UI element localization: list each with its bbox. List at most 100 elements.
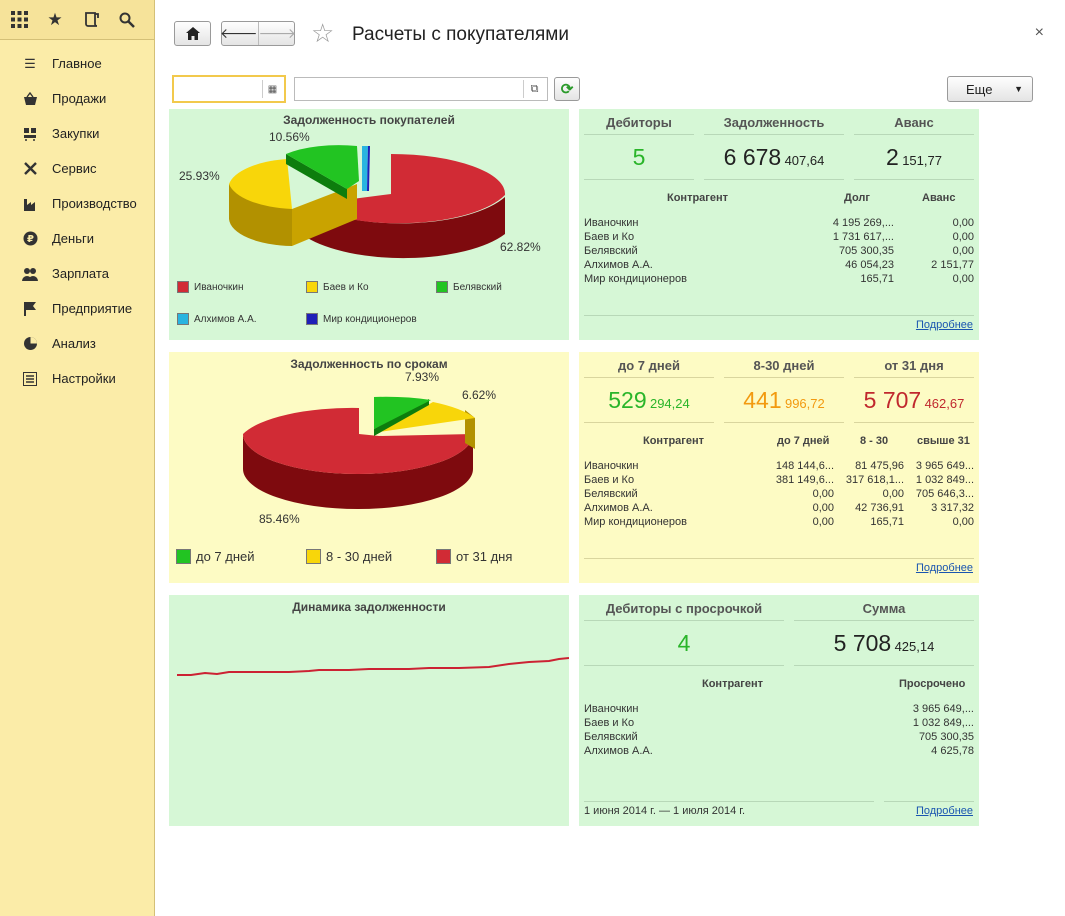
sidebar-item-service[interactable]: Сервис (0, 151, 154, 186)
divider (584, 665, 784, 666)
pie-slice-7 (374, 396, 431, 429)
table-row[interactable]: Алхимов А.А. 0,00 42 736,91 3 317,32 (584, 501, 974, 515)
row-t1: 0,00 (812, 488, 834, 500)
close-icon[interactable]: × (1034, 24, 1044, 41)
debtors-panel: Дебиторы Задолженность Аванс 5 6 678 407… (579, 109, 979, 340)
row-t2: 0,00 (882, 488, 904, 500)
row-name: Иваночкин (584, 460, 639, 472)
period-input[interactable]: ⧉ (294, 77, 548, 101)
advance-total: 2 151,77 (854, 144, 974, 171)
table-row[interactable]: Баев и Ко 1 731 617,... 0,00 (584, 230, 974, 244)
table-row[interactable]: Алхимов А.А. 46 054,23 2 151,77 (584, 258, 974, 272)
pie-slice-mir (367, 146, 370, 191)
table-row[interactable]: Иваночкин 3 965 649,... (584, 702, 974, 716)
svg-text:₽: ₽ (27, 234, 34, 245)
table-row[interactable]: Иваночкин 148 144,6... 81 475,96 3 965 649.… (584, 459, 974, 473)
legend-item: Мир кондиционеров (306, 313, 417, 325)
row-advance: 2 151,77 (931, 259, 974, 271)
sidebar-item-sales[interactable]: Продажи (0, 81, 154, 116)
search-icon[interactable] (116, 9, 138, 31)
pie-slice-8-30-side (465, 410, 475, 449)
sidebar-item-analysis[interactable]: Анализ (0, 326, 154, 361)
overdue-count-value: 4 (677, 630, 691, 656)
overdue-count: 4 (584, 630, 784, 657)
header: 🡐 🡒 ☆ Расчеты с покупателями × (155, 0, 1060, 70)
sidebar-item-salary[interactable]: Зарплата (0, 256, 154, 291)
terms-header-2: 8-30 дней (724, 358, 844, 378)
table-row[interactable]: Иваночкин 4 195 269,... 0,00 (584, 216, 974, 230)
sidebar-item-purchases[interactable]: Закупки (0, 116, 154, 151)
table-row[interactable]: Баев и Ко 1 032 849,... (584, 716, 974, 730)
refresh-button[interactable]: ⟳ (554, 77, 580, 101)
details-link[interactable]: Подробнее (915, 319, 973, 331)
legend-label: Иваночкин (194, 281, 244, 293)
terms-value-2-frac: 996,72 (784, 396, 825, 411)
legend-label: 8 - 30 дней (326, 549, 393, 564)
sidebar-item-label: Закупки (52, 126, 100, 141)
terms-header-3: от 31 дня (854, 358, 974, 378)
details-link[interactable]: Подробнее (915, 562, 973, 574)
pie-label: 10.56% (269, 130, 310, 144)
favorites-star-icon[interactable]: ★ (47, 9, 63, 29)
more-button[interactable]: Еще ▼ (947, 76, 1033, 102)
sidebar: ★ ☰ Главное Продажи Закупки Сервис Произв… (0, 0, 155, 916)
table-row[interactable]: Белявский 705 300,35 0,00 (584, 244, 974, 258)
open-form-icon[interactable]: ⧉ (523, 80, 545, 98)
chevron-down-icon: ▼ (1014, 84, 1023, 94)
ruble-icon: ₽ (22, 231, 38, 247)
row-name: Мир кондиционеров (584, 516, 688, 528)
table-row[interactable]: Мир кондиционеров 165,71 0,00 (584, 272, 974, 286)
details-link[interactable]: Подробнее (915, 805, 973, 817)
overdue-debtors-header: Дебиторы с просрочкой (584, 601, 784, 621)
table-row[interactable]: Белявский 0,00 0,00 705 646,3... (584, 487, 974, 501)
calendar-icon[interactable]: ▦ (262, 80, 282, 98)
legend-item: Алхимов А.А. (177, 313, 257, 325)
row-t2: 81 475,96 (855, 460, 904, 472)
back-arrow-icon[interactable]: 🡐 (219, 25, 258, 41)
row-name: Баев и Ко (584, 474, 635, 486)
row-name: Белявский (584, 245, 638, 257)
legend-item: Баев и Ко (306, 281, 369, 293)
row-t1: 381 149,6... (775, 474, 834, 486)
debt-header: Задолженность (704, 115, 844, 135)
sidebar-item-production[interactable]: Производство (0, 186, 154, 221)
row-advance: 0,00 (952, 217, 974, 229)
sidebar-menu: ☰ Главное Продажи Закупки Сервис Производ… (0, 40, 154, 396)
sidebar-item-settings[interactable]: Настройки (0, 361, 154, 396)
date-input[interactable]: ▦ (172, 75, 286, 103)
basket-icon (22, 91, 38, 107)
pie-slice-belyavsky-side (286, 154, 347, 199)
sidebar-item-main[interactable]: ☰ Главное (0, 46, 154, 81)
sidebar-item-enterprise[interactable]: Предприятие (0, 291, 154, 326)
factory-icon (22, 196, 38, 212)
forward-arrow-icon[interactable]: 🡒 (257, 22, 296, 45)
apps-grid-icon[interactable] (8, 9, 30, 31)
pie-slice-alkhimov (362, 146, 368, 191)
row-t2: 42 736,91 (855, 502, 904, 514)
favorite-star-icon[interactable]: ☆ (311, 18, 335, 48)
advance-header: Аванс (854, 115, 974, 135)
divider (584, 179, 694, 180)
row-t3: 3 317,32 (931, 502, 974, 514)
sidebar-item-money[interactable]: ₽ Деньги (0, 221, 154, 256)
row-name: Алхимов А.А. (584, 502, 653, 514)
table-row[interactable]: Алхимов А.А. 4 625,78 (584, 744, 974, 758)
terms-header-1: до 7 дней (584, 358, 714, 378)
divider (724, 422, 844, 423)
row-debt: 165,71 (860, 273, 894, 285)
table-row[interactable]: Мир кондиционеров 0,00 165,71 0,00 (584, 515, 974, 529)
legend-label: Алхимов А.А. (194, 313, 257, 325)
terms-value-2: 441 996,72 (724, 387, 844, 414)
terms-value-3-int: 5 707 (863, 387, 922, 413)
table-row[interactable]: Баев и Ко 381 149,6... 317 618,1... 1 032 8… (584, 473, 974, 487)
pie-slice-baev-side (229, 184, 292, 246)
row-t1: 0,00 (812, 502, 834, 514)
row-name: Баев и Ко (584, 231, 635, 243)
advance-total-int: 2 (886, 144, 899, 170)
home-button[interactable] (174, 21, 211, 46)
overdue-sum-frac: 425,14 (894, 639, 935, 654)
debtors-count-value: 5 (632, 144, 646, 170)
history-icon[interactable] (80, 9, 102, 31)
row-advance: 0,00 (952, 231, 974, 243)
table-row[interactable]: Белявский 705 300,35 (584, 730, 974, 744)
